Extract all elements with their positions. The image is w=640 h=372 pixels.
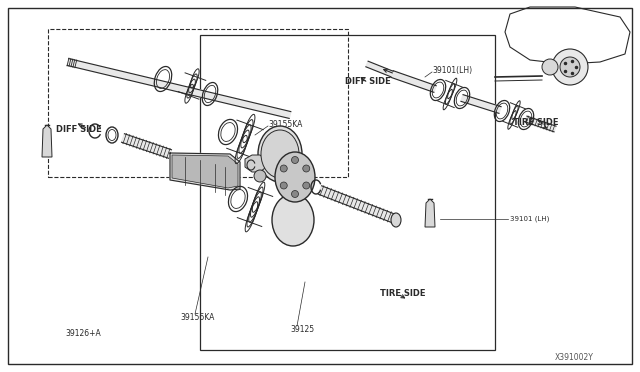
Polygon shape xyxy=(318,186,397,223)
Polygon shape xyxy=(525,116,556,132)
Ellipse shape xyxy=(258,126,302,182)
Ellipse shape xyxy=(275,152,315,202)
Circle shape xyxy=(280,165,287,172)
Bar xyxy=(48,29,348,177)
Text: DIFF SIDE: DIFF SIDE xyxy=(345,77,391,86)
Polygon shape xyxy=(67,59,291,118)
Polygon shape xyxy=(391,71,436,92)
Circle shape xyxy=(254,170,266,182)
Circle shape xyxy=(280,182,287,189)
Circle shape xyxy=(291,157,298,164)
Circle shape xyxy=(303,182,310,189)
Ellipse shape xyxy=(261,130,299,178)
Polygon shape xyxy=(172,155,238,188)
Polygon shape xyxy=(245,155,265,172)
Circle shape xyxy=(560,57,580,77)
Text: 39155KA: 39155KA xyxy=(268,119,302,128)
Text: 39126+A: 39126+A xyxy=(65,330,100,339)
Polygon shape xyxy=(42,125,52,157)
Text: 39101 (LH): 39101 (LH) xyxy=(510,216,549,222)
Text: 39101(LH): 39101(LH) xyxy=(432,65,472,74)
Text: DIFF SIDE: DIFF SIDE xyxy=(56,125,102,134)
Polygon shape xyxy=(170,153,240,190)
Text: TIRE SIDE: TIRE SIDE xyxy=(513,118,559,126)
Polygon shape xyxy=(461,94,501,113)
Circle shape xyxy=(542,59,558,75)
Ellipse shape xyxy=(272,194,314,246)
Text: TIRE SIDE: TIRE SIDE xyxy=(380,289,426,298)
Circle shape xyxy=(291,190,298,198)
Text: X391002Y: X391002Y xyxy=(555,353,594,362)
Text: 39156KA: 39156KA xyxy=(180,312,214,321)
Text: 39125: 39125 xyxy=(290,326,314,334)
Ellipse shape xyxy=(391,213,401,227)
Polygon shape xyxy=(122,134,172,158)
Circle shape xyxy=(303,165,310,172)
Polygon shape xyxy=(425,199,435,227)
Polygon shape xyxy=(366,61,393,77)
Circle shape xyxy=(552,49,588,85)
Bar xyxy=(200,35,495,350)
